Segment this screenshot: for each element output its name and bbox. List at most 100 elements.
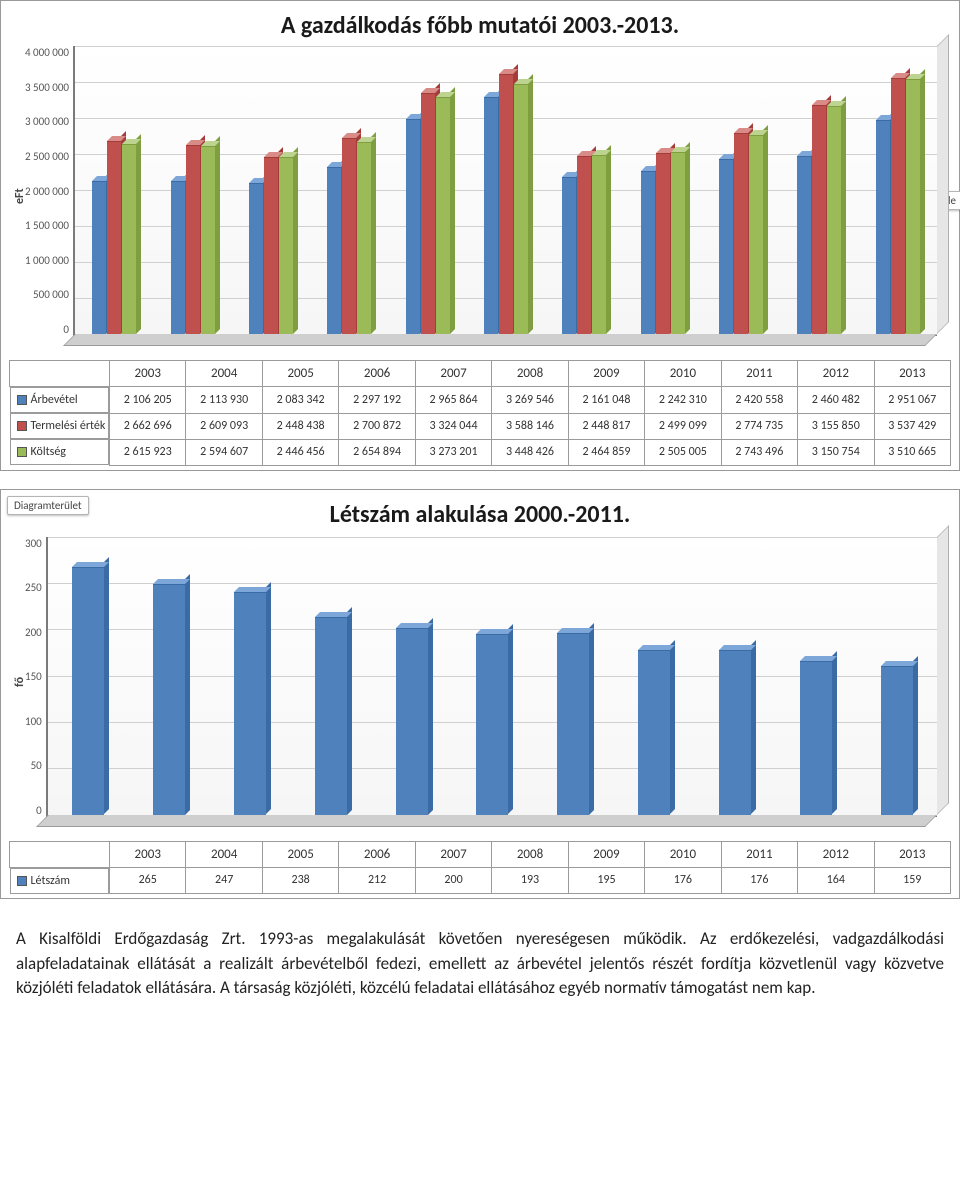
bar-group <box>856 537 937 815</box>
table-cell: 3 155 850 <box>798 413 874 439</box>
table-cell: 2 743 496 <box>721 439 797 465</box>
table-cell: 195 <box>568 867 644 894</box>
bar <box>671 152 685 334</box>
table-cell: 238 <box>262 867 338 894</box>
table-cell: 200 <box>415 867 491 894</box>
table-cell: 2 446 456 <box>262 439 338 465</box>
legend-swatch <box>17 395 27 405</box>
bar <box>641 171 655 334</box>
y-tick-label: 150 <box>25 670 42 683</box>
bar <box>122 144 136 334</box>
table-cell: 2 951 067 <box>874 387 950 414</box>
table-col-header: 2003 <box>110 361 186 387</box>
bar <box>279 157 293 334</box>
y-tick-label: 0 <box>25 804 42 817</box>
table-cell: 159 <box>874 867 950 894</box>
table-cell: 2 161 048 <box>568 387 644 414</box>
bar-group <box>388 46 466 334</box>
table-cell: 164 <box>798 867 874 894</box>
bar <box>827 106 841 334</box>
table-col-header: 2007 <box>415 841 491 867</box>
bar <box>72 567 104 814</box>
bar <box>264 157 278 335</box>
table-col-header: 2008 <box>492 841 568 867</box>
table-col-header: 2009 <box>568 841 644 867</box>
bar <box>881 666 913 814</box>
bar <box>357 142 371 334</box>
y-tick-label: 3 500 000 <box>25 81 69 94</box>
chart2-y-ticks: 300250200150100500 <box>25 537 46 817</box>
table-col-header: 2010 <box>645 841 721 867</box>
table-col-header: 2009 <box>568 361 644 387</box>
y-tick-label: 2 500 000 <box>25 150 69 163</box>
table-col-header: 2013 <box>874 841 950 867</box>
table-col-header: 2012 <box>798 361 874 387</box>
table-cell: 2 460 482 <box>798 387 874 414</box>
legend-swatch <box>17 421 27 431</box>
table-cell: 265 <box>110 867 186 894</box>
table-cell: 3 588 146 <box>492 413 568 439</box>
chart1-y-label: eFt <box>9 46 25 346</box>
bar-group <box>153 46 231 334</box>
bar <box>476 634 508 814</box>
bar-group <box>694 537 775 815</box>
chart2-y-label: fő <box>9 537 25 827</box>
bar <box>514 84 528 334</box>
y-tick-label: 200 <box>25 626 42 639</box>
bar-group <box>780 46 858 334</box>
bar-group <box>75 46 153 334</box>
table-cell: 176 <box>645 867 721 894</box>
series-name: Létszám <box>31 874 70 888</box>
table-cell: 2 700 872 <box>339 413 415 439</box>
table-col-header: 2004 <box>186 361 262 387</box>
table-col-header: 2004 <box>186 841 262 867</box>
bar <box>876 120 890 334</box>
bar-group <box>614 537 695 815</box>
bar-group <box>545 46 623 334</box>
table-cell: 2 242 310 <box>645 387 721 414</box>
chart2-container: Diagramterület Létszám alakulása 2000.-2… <box>0 489 960 900</box>
table-cell: 2 965 864 <box>415 387 491 414</box>
series-name: Termelési érték <box>31 419 106 433</box>
table-col-header: 2013 <box>874 361 950 387</box>
y-tick-label: 250 <box>25 581 42 594</box>
bar <box>107 141 121 334</box>
table-cell: 2 662 696 <box>110 413 186 439</box>
y-tick-label: 300 <box>25 537 42 550</box>
bar <box>484 97 498 334</box>
bar <box>638 650 670 814</box>
table-cell: 2 609 093 <box>186 413 262 439</box>
table-cell: 3 269 546 <box>492 387 568 414</box>
table-cell: 2 448 817 <box>568 413 644 439</box>
diagramterulet-tag: Diagramterület <box>7 496 89 515</box>
y-tick-label: 0 <box>25 323 69 336</box>
bar-group <box>290 537 371 815</box>
table-cell: 247 <box>186 867 262 894</box>
chart1-plot-area <box>73 46 937 336</box>
table-col-header: 2010 <box>645 361 721 387</box>
bar <box>153 584 185 815</box>
bar-group <box>371 537 452 815</box>
legend-swatch <box>17 876 27 886</box>
bar <box>656 153 670 334</box>
y-tick-label: 100 <box>25 715 42 728</box>
table-col-header: 2005 <box>262 361 338 387</box>
table-col-header: 2003 <box>110 841 186 867</box>
y-tick-label: 1 500 000 <box>25 219 69 232</box>
legend-cell: Létszám <box>10 868 110 894</box>
bar <box>234 592 266 814</box>
table-cell: 2 113 930 <box>186 387 262 414</box>
bar-group <box>48 537 129 815</box>
series-name: Árbevétel <box>31 393 78 407</box>
bar <box>906 79 920 334</box>
bar-group <box>624 46 702 334</box>
bar <box>797 156 811 334</box>
table-cell: 2 499 099 <box>645 413 721 439</box>
bar <box>592 155 606 334</box>
bar-group <box>129 537 210 815</box>
bar-group <box>467 46 545 334</box>
bar <box>406 119 420 334</box>
chart2-title: Létszám alakulása 2000.-2011. <box>9 500 951 529</box>
bar <box>812 105 826 334</box>
bar <box>249 183 263 334</box>
